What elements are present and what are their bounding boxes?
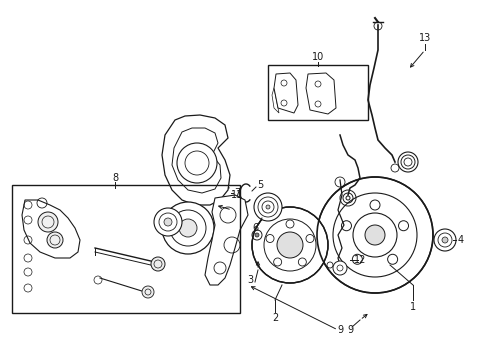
Circle shape bbox=[332, 261, 346, 275]
Circle shape bbox=[163, 218, 172, 226]
Polygon shape bbox=[204, 195, 247, 285]
Text: 5: 5 bbox=[256, 180, 263, 190]
Bar bbox=[267, 65, 367, 120]
Text: 2: 2 bbox=[271, 313, 278, 323]
Text: 6: 6 bbox=[251, 223, 258, 233]
Bar bbox=[12, 185, 240, 313]
Text: 10: 10 bbox=[311, 52, 324, 62]
Circle shape bbox=[179, 219, 197, 237]
Text: 9: 9 bbox=[346, 325, 352, 335]
Text: 9: 9 bbox=[336, 325, 343, 335]
Text: 8: 8 bbox=[112, 173, 118, 183]
Text: 7: 7 bbox=[233, 188, 240, 198]
Circle shape bbox=[142, 286, 154, 298]
Text: 11: 11 bbox=[230, 190, 243, 200]
Polygon shape bbox=[305, 73, 335, 114]
Polygon shape bbox=[162, 115, 229, 205]
Circle shape bbox=[254, 233, 259, 237]
Text: 1: 1 bbox=[409, 302, 415, 312]
Text: 12: 12 bbox=[353, 255, 366, 265]
Circle shape bbox=[433, 229, 455, 251]
Circle shape bbox=[151, 257, 164, 271]
Polygon shape bbox=[172, 128, 221, 193]
Circle shape bbox=[265, 205, 269, 209]
Circle shape bbox=[364, 225, 384, 245]
Polygon shape bbox=[273, 73, 297, 113]
Circle shape bbox=[177, 143, 217, 183]
Circle shape bbox=[162, 202, 214, 254]
Circle shape bbox=[316, 177, 432, 293]
Polygon shape bbox=[22, 200, 80, 258]
Circle shape bbox=[251, 207, 327, 283]
Text: 4: 4 bbox=[457, 235, 463, 245]
Circle shape bbox=[38, 212, 58, 232]
Text: 13: 13 bbox=[418, 33, 430, 43]
Circle shape bbox=[47, 232, 63, 248]
Circle shape bbox=[253, 193, 282, 221]
Polygon shape bbox=[271, 88, 279, 113]
Circle shape bbox=[276, 232, 303, 258]
Text: 3: 3 bbox=[246, 275, 253, 285]
Circle shape bbox=[154, 208, 182, 236]
Circle shape bbox=[441, 237, 447, 243]
